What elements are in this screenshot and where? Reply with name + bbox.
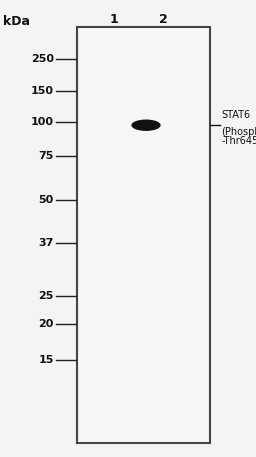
Text: -Thr645): -Thr645): [221, 135, 256, 145]
Text: 37: 37: [38, 238, 54, 248]
Text: 15: 15: [38, 355, 54, 365]
Text: kDa: kDa: [3, 15, 29, 27]
Text: 2: 2: [159, 13, 168, 26]
Text: 1: 1: [110, 13, 119, 26]
Text: 25: 25: [38, 291, 54, 301]
Text: 20: 20: [38, 319, 54, 329]
Text: 100: 100: [31, 117, 54, 127]
Text: 250: 250: [31, 54, 54, 64]
Text: (Phospho: (Phospho: [221, 127, 256, 137]
Text: 150: 150: [31, 86, 54, 96]
Text: 50: 50: [38, 195, 54, 205]
Text: 75: 75: [38, 151, 54, 161]
Ellipse shape: [131, 120, 161, 131]
Bar: [77, 27, 210, 443]
Text: STAT6: STAT6: [221, 110, 251, 120]
